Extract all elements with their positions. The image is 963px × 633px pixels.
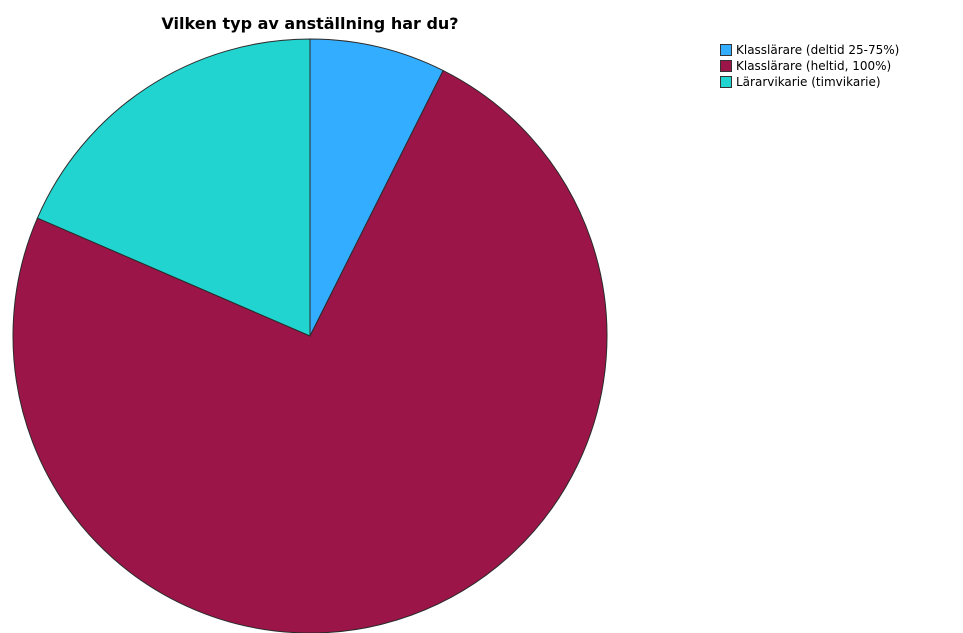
legend-swatch-vikarie — [720, 76, 732, 88]
legend-swatch-heltid — [720, 60, 732, 72]
pie-slice-vikarie — [36, 38, 311, 337]
pie-slice-deltid — [309, 38, 444, 337]
legend-label-heltid: Klasslärare (heltid, 100%) — [736, 59, 892, 73]
legend-swatch-deltid — [720, 44, 732, 56]
legend-item-vikarie: Lärarvikarie (timvikarie) — [720, 74, 899, 90]
legend-item-heltid: Klasslärare (heltid, 100%) — [720, 58, 899, 74]
legend-item-deltid: Klasslärare (deltid 25-75%) — [720, 42, 899, 58]
chart-title: Vilken typ av anställning har du? — [161, 14, 459, 33]
legend-label-vikarie: Lärarvikarie (timvikarie) — [736, 75, 881, 89]
legend: Klasslärare (deltid 25-75%) Klasslärare … — [720, 42, 899, 90]
legend-label-deltid: Klasslärare (deltid 25-75%) — [736, 43, 900, 57]
pie-slices — [12, 38, 608, 633]
pie-slice-heltid — [12, 69, 608, 633]
